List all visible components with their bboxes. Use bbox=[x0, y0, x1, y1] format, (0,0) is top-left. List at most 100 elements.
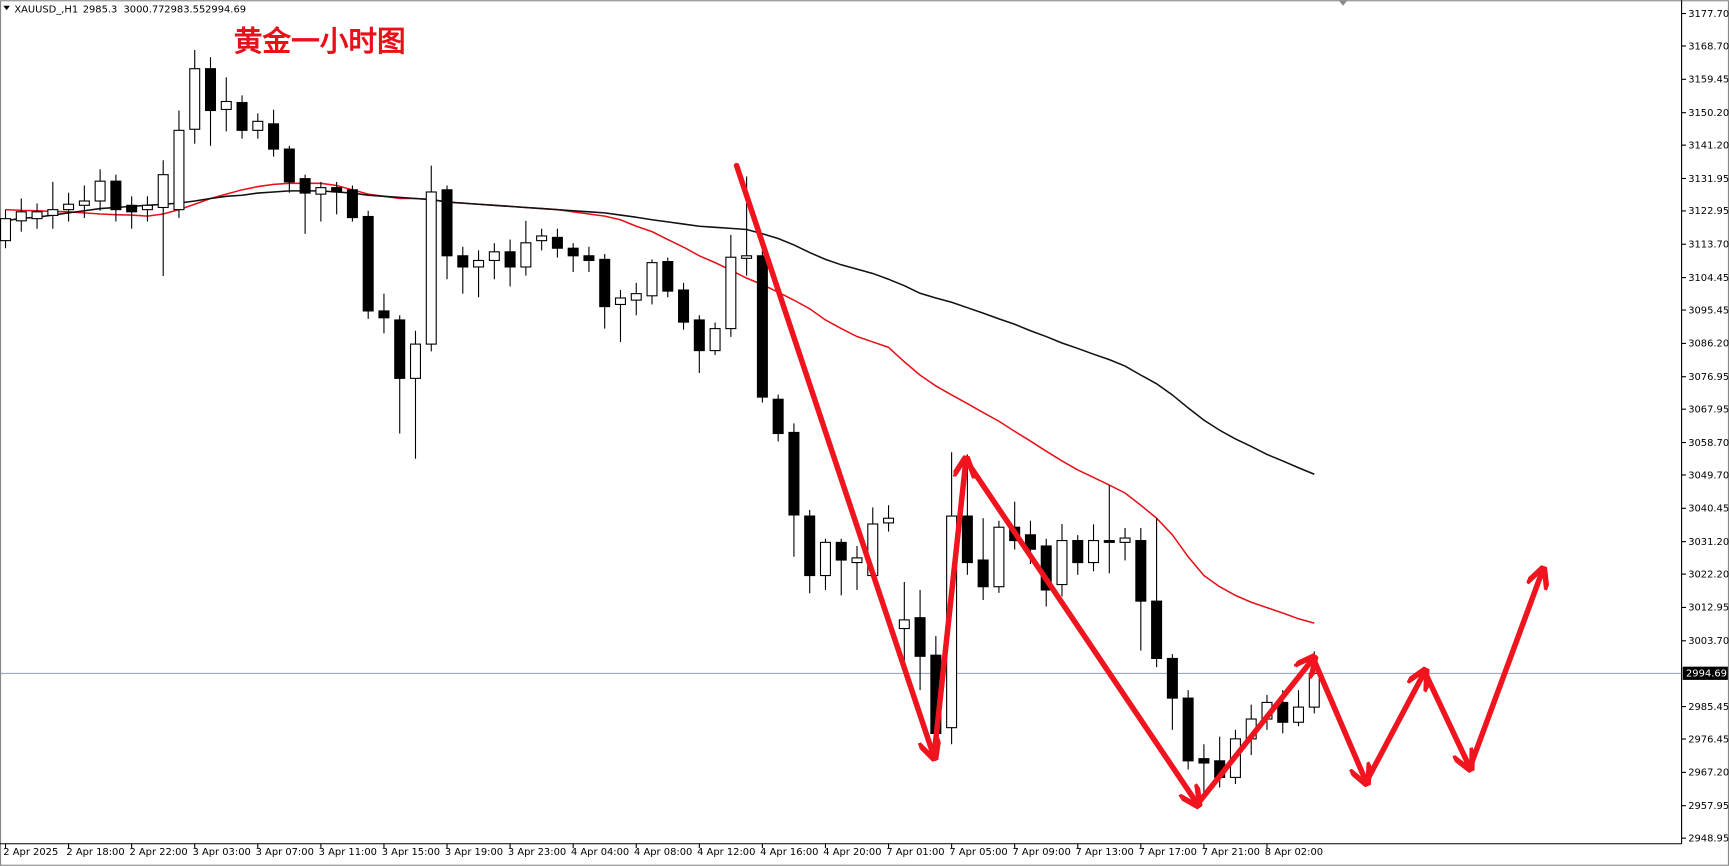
candle-body bbox=[78, 200, 90, 206]
candle-body bbox=[283, 148, 295, 183]
candle-body bbox=[804, 515, 816, 577]
candle-body bbox=[1182, 697, 1194, 762]
candle-body bbox=[94, 180, 106, 202]
candle-body bbox=[1072, 540, 1084, 564]
candle-body bbox=[788, 431, 800, 516]
y-tick-label: 3150.20 bbox=[1688, 108, 1729, 119]
candle-body bbox=[362, 215, 374, 312]
last-price-label: 2994.69 bbox=[1686, 669, 1727, 680]
y-tick-label: 3031.20 bbox=[1688, 537, 1729, 548]
x-tick-label: 4 Apr 16:00 bbox=[760, 847, 818, 858]
symbol: XAUUSD_,H1 bbox=[14, 4, 78, 15]
candle-body bbox=[1024, 534, 1036, 550]
candle-body bbox=[157, 174, 169, 209]
arrow bbox=[963, 457, 1198, 804]
header-low: 2983.55 bbox=[164, 4, 205, 15]
arrow bbox=[1194, 658, 1314, 807]
y-tick-label: 3022.20 bbox=[1688, 569, 1729, 580]
candle-body bbox=[662, 261, 674, 292]
arrow bbox=[733, 162, 934, 757]
last-price-box bbox=[1682, 666, 1728, 680]
candle-body bbox=[0, 218, 12, 242]
candle-body bbox=[1198, 758, 1210, 764]
y-tick-label: 3012.95 bbox=[1688, 603, 1729, 614]
arrow bbox=[1467, 570, 1543, 771]
x-tick-label: 8 Apr 02:00 bbox=[1265, 847, 1323, 858]
y-tick-label: 3113.70 bbox=[1688, 240, 1729, 251]
candle-body bbox=[220, 100, 232, 110]
candle-body bbox=[236, 102, 248, 131]
header-high: 3000.77 bbox=[124, 4, 165, 15]
candle-body bbox=[520, 242, 532, 268]
candle-body bbox=[299, 178, 311, 194]
y-tick-label: 3040.45 bbox=[1688, 504, 1729, 515]
candle-body bbox=[914, 617, 926, 657]
arrow bbox=[931, 460, 966, 760]
candle-body bbox=[536, 235, 548, 242]
candle-body bbox=[315, 187, 327, 195]
y-tick-label: 3159.45 bbox=[1688, 75, 1729, 86]
x-tick-label: 3 Apr 03:00 bbox=[193, 847, 251, 858]
candle-body bbox=[567, 247, 579, 257]
candle-body bbox=[504, 251, 516, 268]
candle-body bbox=[551, 236, 563, 249]
y-tick-label: 2976.45 bbox=[1688, 734, 1729, 745]
y-tick-label: 3067.95 bbox=[1688, 404, 1729, 415]
candle-body bbox=[835, 541, 847, 561]
shift-marker bbox=[1338, 0, 1348, 6]
x-tick-label: 3 Apr 07:00 bbox=[256, 847, 314, 858]
candle-body bbox=[1056, 540, 1068, 586]
menu-icon bbox=[3, 5, 10, 11]
y-tick-label: 3049.70 bbox=[1688, 470, 1729, 481]
candle-body bbox=[961, 515, 973, 564]
x-tick-label: 7 Apr 13:00 bbox=[1076, 847, 1134, 858]
candle-body bbox=[110, 180, 122, 211]
y-tick-label: 3003.70 bbox=[1688, 636, 1729, 647]
y-tick-label: 3122.95 bbox=[1688, 206, 1729, 217]
x-tick-label: 3 Apr 11:00 bbox=[319, 847, 377, 858]
arrow bbox=[1421, 668, 1470, 768]
candle-body bbox=[204, 68, 217, 112]
y-tick-label: 3058.70 bbox=[1688, 438, 1729, 449]
candle-body bbox=[189, 68, 201, 130]
x-tick-label: 3 Apr 19:00 bbox=[445, 847, 503, 858]
x-tick-label: 7 Apr 17:00 bbox=[1139, 847, 1197, 858]
candle-body bbox=[473, 259, 485, 268]
candle-body bbox=[15, 211, 27, 222]
candle-body bbox=[646, 262, 658, 297]
candle-body bbox=[741, 255, 753, 259]
candle-body bbox=[378, 310, 390, 319]
candle-body bbox=[756, 255, 768, 398]
x-tick-label: 2 Apr 2025 bbox=[3, 847, 58, 858]
plot: 3177.70 3168.70 3159.45 3150.20 3141.20 3131.… bbox=[0, 9, 1729, 858]
candle-body bbox=[331, 187, 343, 193]
candle-body bbox=[346, 189, 358, 219]
candle-body bbox=[583, 255, 595, 262]
candle-body bbox=[31, 211, 43, 220]
chart-title: 黄金一小时图 bbox=[234, 24, 406, 58]
candle-body bbox=[630, 293, 642, 301]
y-tick-label: 2948.95 bbox=[1688, 833, 1729, 844]
x-tick-label: 4 Apr 12:00 bbox=[697, 847, 755, 858]
y-tick-label: 3086.20 bbox=[1688, 339, 1729, 350]
moving-average bbox=[5, 190, 1315, 475]
header-open: 2985.3 bbox=[83, 4, 118, 15]
x-tick-label: 7 Apr 05:00 bbox=[949, 847, 1007, 858]
candle-body bbox=[425, 191, 437, 345]
candle-body bbox=[599, 258, 611, 308]
arrow bbox=[1363, 672, 1424, 785]
arrow bbox=[1310, 655, 1366, 782]
candle-body bbox=[883, 517, 895, 524]
candle-body bbox=[1151, 600, 1163, 660]
candle-body bbox=[173, 129, 185, 211]
candle-body bbox=[141, 204, 153, 211]
candle-body bbox=[709, 328, 721, 352]
candle-body bbox=[898, 619, 910, 630]
x-tick-label: 4 Apr 04:00 bbox=[571, 847, 629, 858]
annotation-arrows bbox=[733, 162, 1543, 807]
y-tick-label: 3177.70 bbox=[1688, 9, 1729, 20]
candle-body bbox=[126, 204, 138, 213]
candle-body bbox=[1103, 540, 1115, 543]
